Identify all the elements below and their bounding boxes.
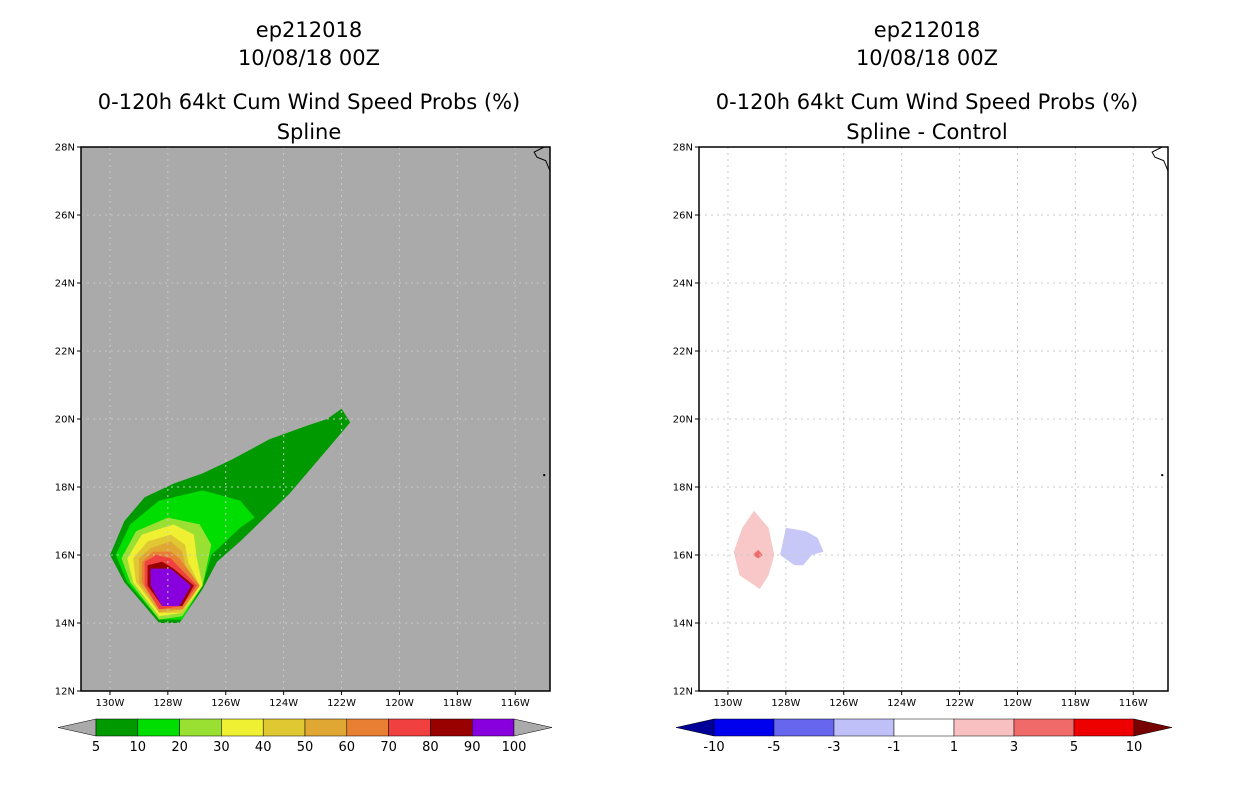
y-tick-label: 28N xyxy=(673,143,693,154)
colorbar-label: 100 xyxy=(502,740,527,755)
colorbar-swatch xyxy=(430,718,473,737)
colorbar-label: 70 xyxy=(380,740,397,755)
y-tick-label: 16N xyxy=(673,551,693,562)
colorbar-swatch xyxy=(953,718,1015,737)
colorbar-label: 3 xyxy=(1010,740,1018,755)
colorbar-label: -10 xyxy=(703,740,724,755)
y-tick-label: 12N xyxy=(673,687,693,698)
x-tick-label: 122W xyxy=(945,698,974,709)
y-tick-label: 24N xyxy=(55,279,75,290)
colorbar-label: 90 xyxy=(464,740,481,755)
y-tick-label: 24N xyxy=(673,279,693,290)
x-tick-label: 120W xyxy=(385,698,414,709)
y-tick-label: 12N xyxy=(55,687,75,698)
contour-level-neg1 xyxy=(780,527,824,566)
colorbar-label: 1 xyxy=(950,740,958,755)
plot-area: 130W 128W 126W 124W 122W 120W 118W 116W 12N 14N 16… xyxy=(55,143,551,709)
x-tick-label: 130W xyxy=(95,698,124,709)
x-tick-label: 126W xyxy=(211,698,240,709)
y-tick-label: 20N xyxy=(673,415,693,426)
colorbar: -10 -5 -3 -1 1 3 5 10 xyxy=(675,718,1173,755)
colorbar-label: 5 xyxy=(92,740,100,755)
island-marker xyxy=(543,474,546,477)
colorbar-swatch xyxy=(221,718,264,737)
y-tick-label: 22N xyxy=(55,347,75,358)
contour-level-1 xyxy=(733,510,775,589)
datetime-title: 10/08/18 00Z xyxy=(238,46,380,70)
datetime-title: 10/08/18 00Z xyxy=(856,46,998,70)
colorbar-label: -5 xyxy=(768,740,781,755)
colorbar-swatch xyxy=(137,718,180,737)
x-tick-label: 120W xyxy=(1003,698,1032,709)
colorbar-swatch xyxy=(713,718,775,737)
x-tick-label: 128W xyxy=(771,698,800,709)
y-tick-label: 16N xyxy=(55,551,75,562)
colorbar-label: 40 xyxy=(255,740,272,755)
y-tick-label: 18N xyxy=(55,483,75,494)
chart-title: 0-120h 64kt Cum Wind Speed Probs (%) xyxy=(98,90,520,114)
colorbar-high-arrow xyxy=(1133,718,1173,737)
colorbar-high-arrow xyxy=(513,718,553,737)
coastline xyxy=(533,146,551,171)
contour-level-90 xyxy=(150,568,191,606)
colorbar-label: 80 xyxy=(422,740,439,755)
colorbar-swatch xyxy=(179,718,222,737)
x-tick-label: 122W xyxy=(327,698,356,709)
island-marker xyxy=(1161,474,1164,477)
x-tick-label: 124W xyxy=(887,698,916,709)
chart-subtitle: Spline xyxy=(277,120,342,144)
x-tick-label: 118W xyxy=(443,698,472,709)
panel-spline-minus-control: ep212018 10/08/18 00Z 0-120h 64kt Cum Wi… xyxy=(673,18,1173,755)
storm-id-title: ep212018 xyxy=(874,18,980,42)
coastline xyxy=(1151,146,1169,171)
y-tick-label: 28N xyxy=(55,143,75,154)
colorbar-swatch xyxy=(346,718,389,737)
x-tick-label: 116W xyxy=(1119,698,1148,709)
colorbar-low-arrow xyxy=(675,718,715,737)
storm-id-title: ep212018 xyxy=(256,18,362,42)
x-tick-label: 126W xyxy=(829,698,858,709)
colorbar-label: 20 xyxy=(171,740,188,755)
colorbar-swatch xyxy=(833,718,895,737)
chart-title: 0-120h 64kt Cum Wind Speed Probs (%) xyxy=(716,90,1138,114)
chart-subtitle: Spline - Control xyxy=(846,120,1007,144)
y-tick-label: 22N xyxy=(673,347,693,358)
y-tick-label: 26N xyxy=(673,211,693,222)
colorbar-swatch xyxy=(893,718,955,737)
colorbar-swatch xyxy=(471,718,515,737)
colorbar-swatch xyxy=(304,718,348,737)
y-tick-label: 20N xyxy=(55,415,75,426)
contour-level-3 xyxy=(752,549,763,559)
colorbar-swatch xyxy=(388,718,431,737)
colorbar-label: -1 xyxy=(888,740,901,755)
x-tick-label: 128W xyxy=(153,698,182,709)
colorbar-swatch xyxy=(1073,718,1135,737)
colorbar-swatch xyxy=(262,718,306,737)
panel-spline: ep212018 10/08/18 00Z 0-120h 64kt Cum Wi… xyxy=(55,18,553,755)
y-tick-label: 26N xyxy=(55,211,75,222)
x-tick-label: 118W xyxy=(1061,698,1090,709)
colorbar: 5 10 20 30 40 50 60 70 80 90 100 xyxy=(57,718,553,755)
colorbar-swatch xyxy=(773,718,835,737)
y-tick-label: 14N xyxy=(55,619,75,630)
colorbar-label: 5 xyxy=(1070,740,1078,755)
colorbar-label: -3 xyxy=(828,740,841,755)
x-tick-label: 130W xyxy=(713,698,742,709)
colorbar-label: 10 xyxy=(130,740,147,755)
x-tick-label: 116W xyxy=(501,698,530,709)
y-tick-label: 14N xyxy=(673,619,693,630)
colorbar-label: 50 xyxy=(297,740,314,755)
colorbar-label: 30 xyxy=(213,740,230,755)
colorbar-label: 10 xyxy=(1126,740,1143,755)
x-tick-label: 124W xyxy=(269,698,298,709)
colorbar-swatch xyxy=(1013,718,1075,737)
colorbar-swatch xyxy=(95,718,139,737)
colorbar-label: 60 xyxy=(339,740,356,755)
plot-area: 130W 128W 126W 124W 122W 120W 118W 116W 12N 14N 16… xyxy=(673,143,1169,709)
colorbar-low-arrow xyxy=(57,718,97,737)
y-tick-label: 18N xyxy=(673,483,693,494)
